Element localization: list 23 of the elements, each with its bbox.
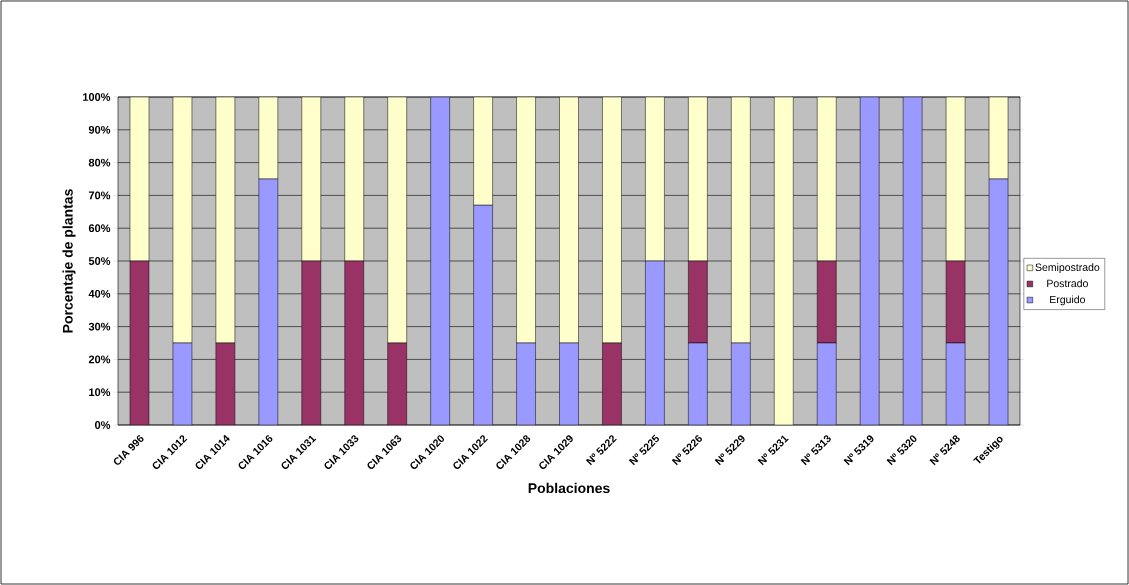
y-tick-label: 20% <box>88 355 111 364</box>
y-tick-label: 100% <box>83 93 111 101</box>
y-tick-label: 70% <box>88 191 111 200</box>
y-tick-label: 40% <box>88 289 111 298</box>
bar <box>688 260 708 344</box>
x-tick-label: CIA 996 <box>113 435 144 465</box>
bar <box>602 342 622 425</box>
y-tick-label: 80% <box>88 158 111 167</box>
bar <box>387 342 407 425</box>
y-tick-label: 50% <box>88 257 111 265</box>
bar <box>344 260 364 425</box>
legend-label: Erguido <box>1050 295 1086 306</box>
y-axis-title: Porcentaje de plantas <box>62 189 76 333</box>
bar <box>816 260 837 344</box>
bar <box>301 260 322 425</box>
y-tick-label: 90% <box>88 125 111 134</box>
x-axis-title: Poblaciones <box>528 482 610 494</box>
legend-label: Postrado <box>1047 279 1088 288</box>
y-tick-label: 60% <box>88 224 111 233</box>
y-tick-label: 10% <box>89 388 111 397</box>
y-tick-label: 30% <box>88 322 111 331</box>
legend-label: Semipostrado <box>1035 263 1100 274</box>
y-tick-label: 0% <box>95 421 111 429</box>
